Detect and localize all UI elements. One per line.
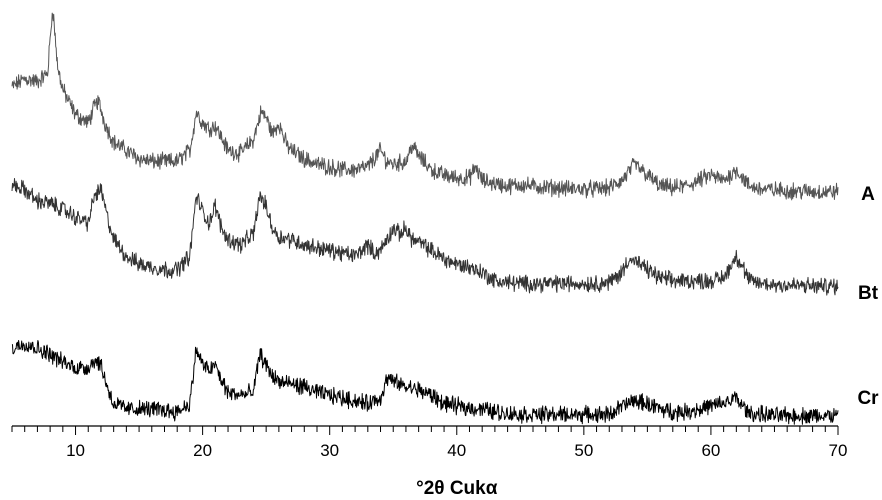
- series-labels: A Bt Cr: [857, 184, 879, 409]
- x-axis: 10 20 30 40 50 60 70: [11, 425, 848, 460]
- x-axis-title: °2θ Cukα: [416, 478, 498, 499]
- x-tick-label: 70: [829, 441, 848, 460]
- x-tick-label: 20: [193, 441, 212, 460]
- series-label-a: A: [861, 184, 875, 205]
- x-tick-label: 60: [701, 441, 720, 460]
- x-tick-label: 30: [320, 441, 339, 460]
- x-tick-label: 10: [66, 441, 85, 460]
- traces: [11, 12, 839, 425]
- x-tick-label: 50: [574, 441, 593, 460]
- trace-cr: [11, 340, 839, 425]
- x-tick-label: 40: [447, 441, 466, 460]
- series-label-bt: Bt: [858, 283, 879, 304]
- trace-bt: [11, 178, 839, 296]
- series-label-cr: Cr: [857, 388, 879, 409]
- trace-a: [11, 12, 839, 201]
